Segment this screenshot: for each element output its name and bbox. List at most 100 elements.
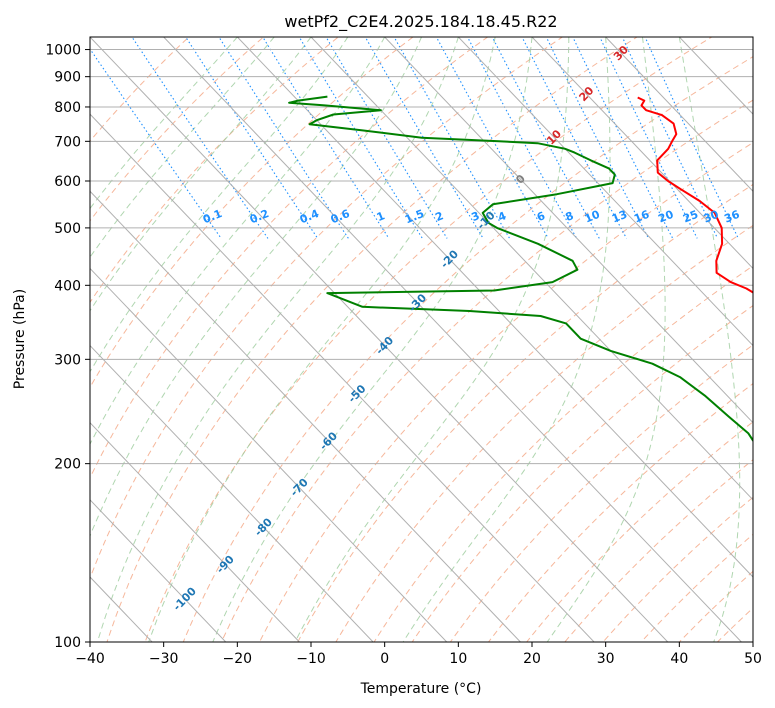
dry-adiabat xyxy=(144,37,713,642)
dry-adiabat xyxy=(90,37,564,580)
dry-adiabat xyxy=(335,224,753,642)
x-tick-label: 50 xyxy=(744,651,762,667)
y-tick-label: 500 xyxy=(54,221,81,237)
y-tick-label: 400 xyxy=(54,278,81,294)
y-tick-label: 600 xyxy=(54,174,81,190)
moist-adiabats xyxy=(90,37,741,642)
moist-adiabat xyxy=(90,37,422,538)
y-tick-label: 100 xyxy=(54,635,81,651)
dry-adiabats xyxy=(90,37,753,642)
mixing-ratio-label: 25 xyxy=(681,208,700,226)
mixing-ratio-label: 16 xyxy=(632,208,651,226)
x-tick-label: −30 xyxy=(149,651,179,667)
x-tick-label: −40 xyxy=(75,651,105,667)
mixing-ratio-line xyxy=(131,37,269,239)
y-tick-label: 700 xyxy=(54,134,81,150)
x-axis-label: Temperature (°C) xyxy=(360,681,482,697)
isotherm-line xyxy=(383,37,753,424)
mixing-ratio-line xyxy=(599,37,698,239)
moist-adiabat xyxy=(402,37,611,642)
moist-adiabat xyxy=(90,37,349,373)
mixing-ratio-line xyxy=(298,37,423,239)
chart-title: wetPf2_C2E4.2025.184.18.45.R22 xyxy=(284,12,557,32)
y-axis-ticks: 100 200 300 400 500 600 700 800 900 1000 xyxy=(45,43,90,651)
dry-adiabat xyxy=(182,56,753,642)
mixing-ratio-line xyxy=(644,37,739,239)
mixing-ratio-line xyxy=(364,37,484,239)
dry-adiabat xyxy=(90,37,489,479)
dry-adiabat xyxy=(220,99,753,642)
mixing-ratio-label: 10 xyxy=(583,208,602,226)
isotherm-line xyxy=(90,113,595,642)
isotherm-line xyxy=(90,499,227,642)
x-tick-label: 40 xyxy=(670,651,688,667)
y-tick-label: 300 xyxy=(54,352,81,368)
sounding-series xyxy=(288,95,753,443)
temperature-line xyxy=(637,96,753,294)
x-tick-label: 20 xyxy=(523,651,541,667)
moist-adiabat xyxy=(90,37,238,210)
x-tick-label: 10 xyxy=(449,651,467,667)
moist-adiabat xyxy=(148,37,496,642)
mixing-ratio-label: 8 xyxy=(564,209,576,224)
x-tick-label: 30 xyxy=(597,651,615,667)
mixing-ratio-lines xyxy=(90,37,739,239)
moist-adiabat xyxy=(212,37,533,642)
isotherm-line xyxy=(236,37,753,578)
isotherm-line xyxy=(457,37,753,347)
moist-adiabat xyxy=(90,37,386,446)
mixing-ratio-line xyxy=(466,37,578,239)
plot-frame xyxy=(89,36,754,643)
isotherm-line xyxy=(310,37,753,501)
y-tick-label: 1000 xyxy=(45,43,81,59)
isotherm-line xyxy=(90,421,301,642)
isotherms xyxy=(90,37,753,642)
dry-adiabat xyxy=(90,37,265,222)
mixing-ratio-line xyxy=(185,37,319,239)
mixing-ratio-line xyxy=(621,37,719,239)
dry-adiabat xyxy=(297,183,753,642)
mixing-ratio-line xyxy=(325,37,448,239)
x-tick-label: −20 xyxy=(223,651,253,667)
mixing-ratio-line xyxy=(262,37,390,239)
moist-adiabat xyxy=(96,37,459,642)
mixing-ratio-label: 2 xyxy=(433,209,445,224)
dry-adiabat xyxy=(449,344,753,642)
mixing-ratio-label: 36 xyxy=(722,208,741,226)
isotherm-line xyxy=(90,267,448,642)
y-tick-label: 900 xyxy=(54,70,81,86)
y-tick-label: 800 xyxy=(54,100,81,116)
mixing-ratio-label: 20 xyxy=(656,208,675,226)
dry-adiabat xyxy=(106,37,638,642)
mixing-ratio-line xyxy=(90,48,222,239)
isotherm-line xyxy=(90,190,522,642)
mixing-ratio-label: 1 xyxy=(375,209,387,224)
moist-adiabat xyxy=(90,37,275,259)
isotherm-line xyxy=(604,37,753,192)
x-axis-ticks: −40 −30 −20 −10 0 10 20 30 40 50 xyxy=(75,642,762,667)
x-tick-label: 0 xyxy=(380,651,389,667)
moist-adiabat xyxy=(678,37,741,642)
isotherm-line xyxy=(162,37,743,642)
dry-adiabat xyxy=(411,304,753,642)
dry-adiabat xyxy=(373,265,753,642)
isobar-gridlines xyxy=(90,49,753,642)
moist-adiabat xyxy=(546,37,666,642)
isotherm-line xyxy=(90,344,374,642)
mixing-ratio-label: 3 xyxy=(470,209,482,224)
isotherm-line xyxy=(90,37,669,642)
dewpoint-line xyxy=(288,95,753,443)
mixing-ratio-line xyxy=(435,37,549,239)
moist-adiabat xyxy=(294,37,570,642)
y-tick-label: 200 xyxy=(54,457,81,473)
mixing-ratio-line xyxy=(491,37,600,239)
dry-adiabat xyxy=(259,142,753,642)
y-axis-label: Pressure (hPa) xyxy=(12,289,28,389)
mixing-ratio-label: 13 xyxy=(610,208,629,226)
mixing-ratio-label: 30 xyxy=(702,208,721,226)
isotherm-line xyxy=(531,37,753,270)
dry-adiabat xyxy=(90,37,414,389)
